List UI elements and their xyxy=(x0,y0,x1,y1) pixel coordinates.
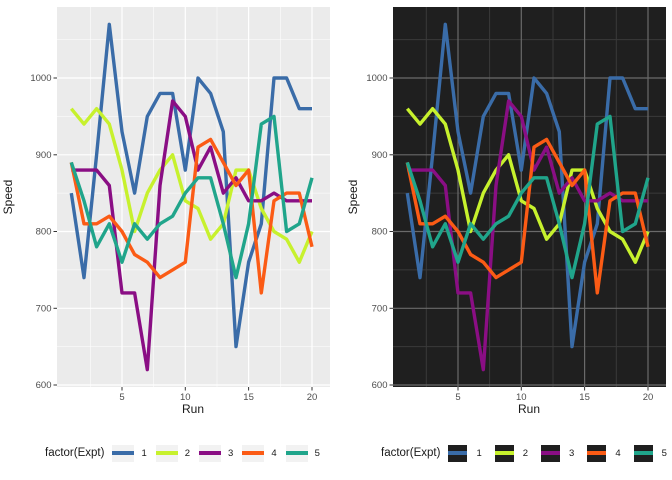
legend-item-5: 5 xyxy=(285,444,320,462)
y-tick-label: 900 xyxy=(36,150,52,161)
x-axis-title: Run xyxy=(182,402,204,416)
legend: factor(Expt) 1 2 3 4 5 xyxy=(336,442,672,464)
y-tick-label: 800 xyxy=(36,227,52,238)
legend-key-swatch xyxy=(494,444,514,462)
legend-label: 1 xyxy=(476,447,482,459)
legend-label: 5 xyxy=(661,447,667,459)
legend-key-swatch xyxy=(448,444,468,462)
line-chart-dark: 5 10 15 20 600 700 800 900 1000 Speed Run xyxy=(346,7,666,416)
series-line-3 xyxy=(407,99,648,372)
x-tick-label: 15 xyxy=(579,392,590,403)
series-line-5 xyxy=(405,114,650,280)
legend-item-3: 3 xyxy=(541,444,575,462)
legend-item-2: 2 xyxy=(494,444,529,462)
legend-item-4: 4 xyxy=(242,444,277,462)
legend-key-swatch xyxy=(155,444,178,462)
legend-item-2: 2 xyxy=(155,444,191,462)
legend-key-swatch xyxy=(242,444,265,462)
y-tick-label: 700 xyxy=(372,303,388,314)
series-line-3 xyxy=(71,99,312,372)
x-tick-label: 10 xyxy=(516,392,527,403)
line-chart-light: 5 10 15 20 600 700 800 900 1000 Speed Run xyxy=(1,7,330,416)
legend-items: 1 2 3 4 5 xyxy=(448,444,672,462)
x-tick-label: 5 xyxy=(455,392,460,403)
legend-key-swatch xyxy=(199,444,222,462)
legend-key-swatch xyxy=(633,444,653,462)
x-tick-label: 10 xyxy=(180,392,191,403)
legend-title: factor(Expt) xyxy=(381,447,441,459)
legend-item-5: 5 xyxy=(633,444,667,462)
legend-label: 4 xyxy=(271,447,277,459)
legend-key-swatch xyxy=(285,444,308,462)
y-tick-label: 900 xyxy=(372,150,388,161)
legend-label: 5 xyxy=(314,447,320,459)
y-tick-label: 600 xyxy=(36,380,52,391)
y-tick-label: 800 xyxy=(372,227,388,238)
legend-key-swatch xyxy=(587,444,607,462)
legend: factor(Expt) 1 2 3 4 5 xyxy=(0,442,327,464)
series-line-4 xyxy=(69,137,314,295)
legend-item-1: 1 xyxy=(112,444,147,462)
legend-label: 2 xyxy=(522,447,529,459)
legend-label: 3 xyxy=(569,447,575,459)
y-tick-label: 700 xyxy=(36,303,52,314)
legend-item-1: 1 xyxy=(448,444,482,462)
legend-label: 4 xyxy=(615,447,621,459)
y-tick-label: 1000 xyxy=(30,73,51,84)
series-line-4 xyxy=(405,137,650,295)
legend-item-3: 3 xyxy=(199,444,234,462)
series-line-1 xyxy=(405,22,648,349)
y-tick-label: 1000 xyxy=(366,73,387,84)
plot-area-light: 5 10 15 20 600 700 800 900 1000 xyxy=(30,7,330,403)
plot-area-dark: 5 10 15 20 600 700 800 900 1000 xyxy=(366,7,666,403)
y-axis-title: Speed xyxy=(1,180,15,215)
legend-label: 3 xyxy=(228,447,234,459)
chart-figure-light: 5 10 15 20 600 700 800 900 1000 Speed Run factor… xyxy=(0,7,330,464)
x-tick-label: 20 xyxy=(307,392,318,403)
chart-figure-dark: 5 10 15 20 600 700 800 900 1000 Speed Run factor… xyxy=(336,0,672,480)
legend-label: 1 xyxy=(141,447,147,459)
legend-items: 1 2 3 4 5 xyxy=(112,444,327,462)
x-tick-label: 5 xyxy=(119,392,124,403)
legend-label: 2 xyxy=(184,447,191,459)
x-tick-label: 15 xyxy=(243,392,254,403)
series-line-5 xyxy=(69,114,314,280)
y-axis-title: Speed xyxy=(346,180,360,215)
x-tick-label: 20 xyxy=(643,392,654,403)
y-tick-label: 600 xyxy=(372,380,388,391)
series-line-1 xyxy=(69,22,312,349)
legend-item-4: 4 xyxy=(587,444,621,462)
legend-key-swatch xyxy=(112,444,135,462)
legend-key-swatch xyxy=(541,444,561,462)
x-axis-title: Run xyxy=(518,402,540,416)
legend-title: factor(Expt) xyxy=(45,447,105,459)
